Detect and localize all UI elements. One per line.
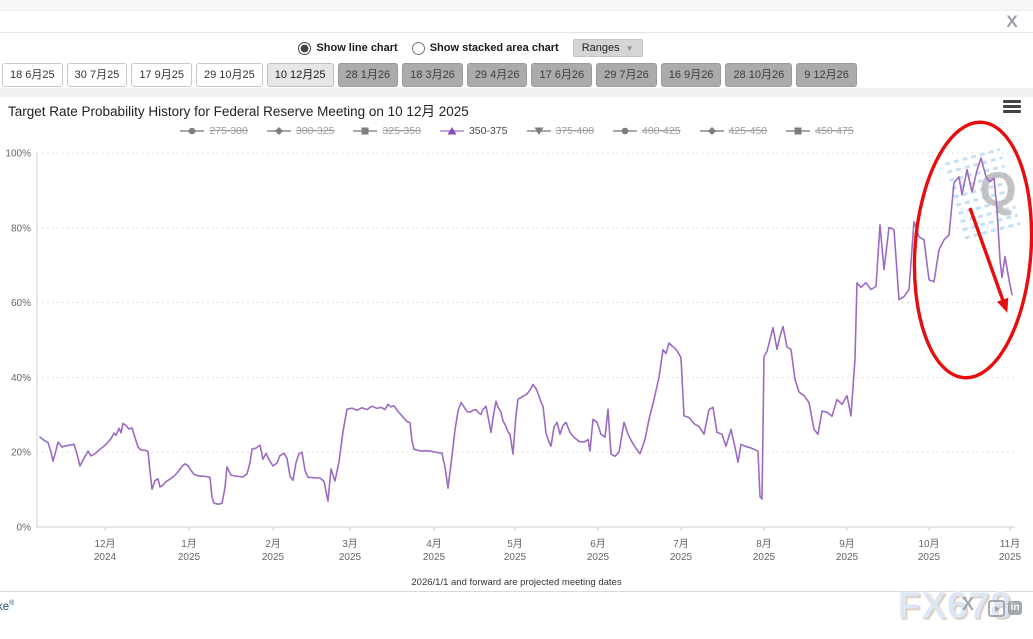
area-chart-radio[interactable]: [411, 41, 425, 55]
area-chart-radio-label: Show stacked area chart: [429, 42, 559, 54]
legend-item-label: 375-400: [555, 125, 595, 137]
video-play-icon: [988, 600, 1005, 617]
triangle-up-marker-icon: [439, 127, 464, 135]
legend-item-label: 300-325: [295, 125, 335, 137]
legend-item-label: 350-375: [468, 125, 508, 137]
probability-history-chart: 0% 20% 40% 60% 80% 100% 12月 2024 1月 2025 2月 2025 3月 2…: [5, 120, 1033, 563]
svg-text:2月: 2月: [265, 538, 281, 550]
svg-text:2025: 2025: [423, 552, 446, 563]
meeting-tab[interactable]: 28 10月26: [725, 63, 793, 87]
chart-footnote: 2026/1/1 and forward are projected meeti…: [411, 577, 622, 588]
square-marker-icon: [353, 127, 378, 135]
svg-text:80%: 80%: [11, 223, 31, 234]
svg-text:2025: 2025: [670, 552, 693, 563]
svg-text:6月: 6月: [590, 538, 606, 550]
svg-text:10月: 10月: [918, 538, 939, 550]
svg-text:9月: 9月: [839, 538, 855, 550]
svg-text:2024: 2024: [94, 552, 117, 563]
legend-item[interactable]: 450-475: [785, 125, 854, 137]
meeting-tab[interactable]: 29 7月26: [596, 63, 657, 87]
svg-text:4月: 4月: [426, 538, 442, 550]
legend-item[interactable]: 375-400: [526, 125, 595, 137]
svg-text:2025: 2025: [339, 552, 362, 563]
provider-logo-fragment: ke®: [0, 600, 15, 613]
svg-text:2025: 2025: [504, 552, 527, 563]
svg-text:2025: 2025: [178, 552, 201, 563]
svg-text:1月: 1月: [181, 538, 197, 550]
legend-item-label: 425-450: [728, 125, 768, 137]
meeting-tabs-row: 18 6月25 30 7月25 17 9月25 29 10月25 10 12月25 28 …: [2, 63, 1031, 87]
meeting-tab[interactable]: 29 4月26: [466, 63, 528, 87]
circle-marker-icon: [180, 127, 205, 135]
svg-text:2025: 2025: [836, 552, 859, 563]
chart-legend: 275-300 300-325 325-350 350-375 375-400 400-4…: [0, 125, 1033, 137]
line-chart-radio-group: Show line chart: [298, 41, 398, 55]
bottom-divider: [0, 591, 1033, 592]
svg-text:5月: 5月: [507, 538, 523, 550]
legend-item-label: 275-300: [209, 125, 248, 137]
svg-text:8月: 8月: [756, 538, 772, 550]
meeting-tab[interactable]: 30 7月25: [66, 63, 128, 87]
chart-type-controls: Show line chart Show stacked area chart …: [0, 36, 987, 60]
section-divider-band: [0, 88, 1033, 97]
legend-item[interactable]: 300-325: [266, 125, 335, 137]
diamond-marker-icon: [699, 127, 724, 135]
legend-item[interactable]: 325-350: [352, 125, 421, 137]
legend-item[interactable]: 350-375: [439, 125, 508, 137]
chart-panel: 0% 20% 40% 60% 80% 100% 12月 2024 1月 2025 2月 2025 3月 2…: [0, 97, 1033, 591]
close-icon[interactable]: X: [1006, 12, 1018, 31]
linkedin-icon: in: [1008, 601, 1022, 615]
legend-item-label: 450-475: [815, 125, 854, 137]
svg-text:2025: 2025: [262, 552, 285, 563]
legend-item[interactable]: 400-425: [612, 125, 681, 137]
svg-text:12月: 12月: [94, 538, 115, 550]
meeting-tab[interactable]: 17 9月25: [131, 63, 192, 87]
red-ellipse-annotation: [912, 120, 1033, 380]
svg-text:11月: 11月: [1000, 538, 1020, 550]
red-arrow-annotation: [968, 207, 1009, 313]
meeting-tab[interactable]: 18 6月25: [2, 63, 63, 87]
square-marker-icon: [786, 127, 811, 135]
chart-title: Target Rate Probability History for Fede…: [8, 104, 469, 119]
svg-text:2025: 2025: [918, 552, 941, 563]
svg-text:3月: 3月: [342, 538, 358, 550]
svg-text:40%: 40%: [11, 373, 31, 384]
svg-text:7月: 7月: [673, 538, 689, 550]
legend-item[interactable]: 275-300: [179, 125, 248, 137]
svg-text:2025: 2025: [587, 552, 610, 563]
circle-marker-icon: [613, 127, 638, 135]
line-chart-radio-label: Show line chart: [316, 42, 398, 54]
svg-text:20%: 20%: [11, 448, 31, 459]
ranges-dropdown[interactable]: Ranges ▼: [572, 39, 643, 57]
svg-text:60%: 60%: [11, 298, 31, 309]
legend-item-label: 400-425: [642, 125, 681, 137]
svg-text:2025: 2025: [753, 552, 776, 563]
page-top-strip: [0, 0, 1033, 11]
legend-item[interactable]: 425-450: [699, 125, 768, 137]
meeting-tab[interactable]: 17 6月26: [531, 63, 593, 87]
fx678-watermark: FX678: [898, 585, 1013, 626]
triangle-down-marker-icon: [526, 127, 551, 135]
meeting-tab[interactable]: 18 3月26: [402, 63, 463, 87]
meeting-tab[interactable]: 16 9月26: [660, 63, 722, 87]
svg-text:2025: 2025: [999, 552, 1022, 563]
svg-text:0%: 0%: [17, 523, 32, 534]
hamburger-menu-icon[interactable]: [1003, 100, 1021, 113]
meeting-tab[interactable]: 9 12月26: [796, 63, 857, 87]
ranges-dropdown-label: Ranges: [581, 42, 620, 54]
x-social-icon: X: [962, 594, 975, 614]
meeting-tab[interactable]: 29 10月25: [195, 63, 263, 87]
meeting-tab[interactable]: 10 12月25: [266, 63, 334, 87]
line-chart-radio[interactable]: [298, 41, 312, 55]
widget-header: X: [0, 11, 1033, 33]
area-chart-radio-group: Show stacked area chart: [411, 41, 559, 55]
chevron-down-icon: ▼: [625, 43, 634, 53]
svg-text:100%: 100%: [5, 149, 31, 160]
meeting-tab[interactable]: 28 1月26: [337, 63, 399, 87]
diamond-marker-icon: [266, 127, 291, 135]
legend-item-label: 325-350: [382, 125, 421, 137]
